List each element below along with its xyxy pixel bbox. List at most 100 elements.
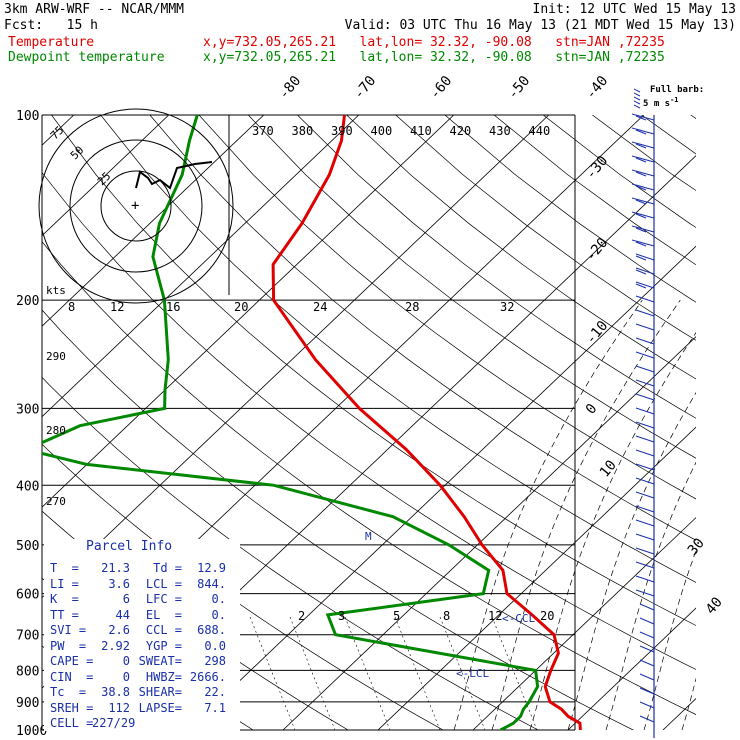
wind-barb-flag <box>635 227 647 233</box>
isotherm-label: 10 <box>597 457 620 480</box>
temperature-point <box>439 484 442 487</box>
dewpoint-temperature-point <box>334 633 337 636</box>
theta-label: 410 <box>410 124 432 138</box>
parcel-l2: LFC = <box>145 592 182 606</box>
parcel-v1: 21.3 <box>101 561 130 575</box>
wind-barb <box>631 197 655 205</box>
hodo-speed-label: 8 <box>68 300 75 314</box>
hodo-speed-label: 16 <box>166 300 180 314</box>
left-theta-label: 270 <box>46 495 66 508</box>
temperature-point <box>549 669 552 672</box>
temperature-point <box>560 708 563 710</box>
wind-barb <box>635 267 655 275</box>
barb-legend-unit: 5 m s <box>643 99 671 109</box>
hodo-speed-label: 28 <box>405 300 419 314</box>
parcel-info-panel: Parcel Info T = 21.3 Td = 12.9 LI = 3.6 LCL = 8… <box>44 539 240 731</box>
parcel-l2: CCL = <box>145 623 182 637</box>
wind-barb-flag <box>635 283 647 289</box>
wind-barb <box>635 533 655 541</box>
moist-adiabat <box>567 392 696 730</box>
dewpoint-temperature-point <box>86 463 88 466</box>
dewpoint-temperature-point <box>163 299 166 301</box>
pressure-label: 200 <box>16 294 39 309</box>
isotherm-label: -20 <box>583 235 612 265</box>
moist-adiabat <box>605 461 696 730</box>
mixing-ratio-label: 5 <box>393 609 400 623</box>
parcel-row: CIN = 0 HWBZ= 2666. <box>50 670 226 684</box>
wind-barb <box>635 337 655 345</box>
temperature-point <box>579 729 582 730</box>
dewpoint-temperature-point <box>163 407 166 410</box>
mixing-ratio-label: 8 <box>443 609 450 623</box>
wind-barb-flag <box>635 269 647 275</box>
temperature-point <box>531 614 533 616</box>
wind-barb <box>639 659 655 667</box>
wind-barb-flag <box>635 171 647 177</box>
pressure-label: 800 <box>16 664 39 679</box>
wind-barb <box>635 281 655 289</box>
hodo-ring-label: 75 <box>48 124 67 143</box>
temperature-line <box>271 115 582 730</box>
dry-adiabat <box>395 115 696 341</box>
temperature-point <box>506 592 508 595</box>
parcel-v2: 0. <box>211 592 226 606</box>
wind-barbs <box>631 88 655 738</box>
wind-barb <box>635 253 655 261</box>
dewpoint-temperature-point <box>482 592 485 595</box>
dewpoint-temperature-point <box>536 685 539 688</box>
dry-adiabat <box>100 115 696 583</box>
dewpoint-temperature-point <box>448 544 450 546</box>
parcel-l1: SVI = <box>50 623 87 637</box>
wind-barb-flag <box>635 241 647 247</box>
wind-barb <box>635 365 655 373</box>
parcel-v1: 227/29 <box>92 716 136 730</box>
left-theta-label: 290 <box>46 350 66 363</box>
dry-adiabat <box>42 376 539 730</box>
parcel-info-title: Parcel Info <box>86 539 173 554</box>
hodo-speed-label: 24 <box>313 300 327 314</box>
wind-barb <box>631 141 655 149</box>
parcel-l1: PW = <box>50 638 87 653</box>
theta-label: 380 <box>292 124 314 138</box>
isotherm-label: -60 <box>427 73 456 103</box>
temperature-point <box>314 358 317 361</box>
valid-time: Valid: 03 UTC Thu 16 May 13 (21 MDT Wed … <box>344 18 736 33</box>
mixing-ratio-label: 3 <box>338 609 345 623</box>
dewpoint-temperature-point <box>164 389 166 391</box>
theta-label: 430 <box>489 124 511 138</box>
isotherm-label: -50 <box>505 73 534 103</box>
parcel-l1: K = <box>50 592 79 606</box>
legend-barb <box>633 100 641 105</box>
theta-label: 440 <box>529 124 551 138</box>
wind-barb <box>635 309 655 317</box>
pressure-label: 500 <box>16 539 39 554</box>
moist-adiabat <box>681 677 696 730</box>
parcel-row: SREH = 112 LAPSE= 7.1 <box>50 701 226 715</box>
pressure-label: 400 <box>16 479 39 494</box>
wind-barb <box>631 239 655 247</box>
wind-barb <box>635 379 655 387</box>
dewpoint-temperature-point <box>188 139 191 142</box>
marker-m: M <box>365 530 372 543</box>
hodo-speed-label: 20 <box>234 300 248 314</box>
mixing-ratio-line <box>344 616 391 731</box>
wind-barb-flag <box>635 185 647 191</box>
isotherm <box>377 426 696 730</box>
wind-barb-flag <box>635 157 647 163</box>
dewpoint-temperature-point <box>528 701 530 703</box>
isotherm-label: 40 <box>703 594 726 617</box>
wind-barb <box>631 225 655 233</box>
parcel-row: CELL =227/29 <box>50 716 226 730</box>
wind-barb <box>639 645 655 653</box>
mixing-ratio-line <box>394 616 441 731</box>
parcel-row: T = 21.3 Td = 12.9 <box>50 561 226 575</box>
wind-barb <box>631 155 655 163</box>
hodo-speed-label: 32 <box>500 300 514 314</box>
dewpoint-temperature-point <box>79 424 81 427</box>
dewpoint-temperature-point <box>152 255 154 258</box>
pressure-label: 700 <box>16 629 39 644</box>
parcel-l1: Tc = <box>50 685 87 699</box>
hodo-ring-50 <box>69 139 203 273</box>
barb-legend-line2: 5 m s-1 <box>643 95 679 109</box>
parcel-v2: 2666. <box>189 669 226 684</box>
